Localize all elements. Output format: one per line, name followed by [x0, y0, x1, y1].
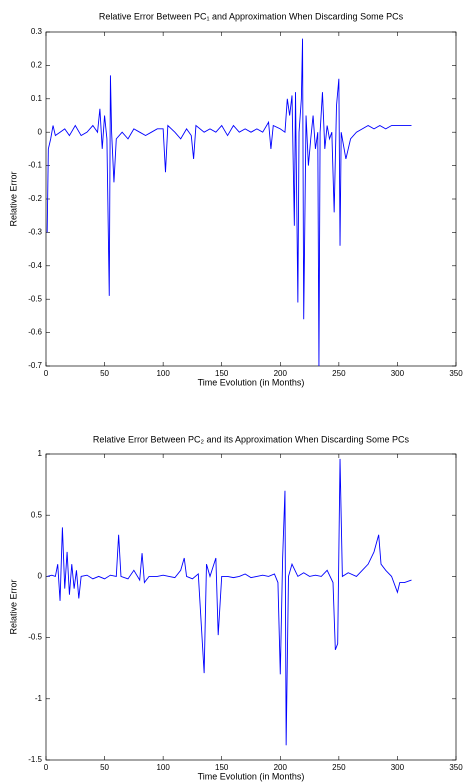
x-tick-label: 100	[156, 763, 170, 772]
y-tick-label: -0.3	[28, 228, 42, 237]
y-tick-label: 0.5	[31, 510, 43, 519]
chart-title: Relative Error Between PC₁ and Approxima…	[99, 11, 404, 21]
y-tick-label: 0.3	[31, 27, 43, 36]
x-tick-label: 0	[44, 369, 49, 378]
chart-title: Relative Error Between PC₂ and its Appro…	[93, 434, 410, 444]
y-axis-label: Relative Error	[8, 579, 18, 634]
x-tick-label: 50	[100, 369, 109, 378]
y-tick-label: -0.2	[28, 194, 42, 203]
y-tick-label: -0.6	[28, 328, 42, 337]
y-tick-label: 0.1	[31, 94, 43, 103]
x-tick-label: 300	[391, 369, 405, 378]
x-axis-label: Time Evolution (in Months)	[198, 771, 305, 781]
x-tick-label: 200	[274, 763, 288, 772]
y-axis-label: Relative Error	[8, 171, 18, 226]
y-tick-label: -1	[35, 694, 43, 703]
x-tick-label: 250	[332, 763, 346, 772]
data-line	[47, 458, 412, 746]
y-tick-label: -1.5	[28, 755, 42, 764]
x-axis-label: Time Evolution (in Months)	[198, 377, 305, 387]
y-tick-label: -0.1	[28, 161, 42, 170]
plot-frame	[45, 453, 457, 761]
y-tick-label: -0.4	[28, 261, 42, 270]
plot-frame	[45, 31, 457, 367]
y-tick-label: -0.5	[28, 633, 42, 642]
x-tick-label: 50	[100, 763, 109, 772]
x-tick-label: 150	[215, 763, 229, 772]
x-tick-label: 200	[274, 369, 288, 378]
x-tick-label: 100	[156, 369, 170, 378]
y-tick-label: -0.7	[28, 361, 42, 370]
x-tick-label: 150	[215, 369, 229, 378]
y-tick-label: 1	[38, 449, 43, 458]
x-tick-label: 250	[332, 369, 346, 378]
x-tick-label: 0	[44, 763, 49, 772]
x-tick-label: 350	[449, 369, 463, 378]
x-tick-label: 350	[449, 763, 463, 772]
y-tick-label: 0	[38, 572, 43, 581]
data-line	[46, 38, 412, 367]
x-tick-label: 300	[391, 763, 405, 772]
y-tick-label: 0.2	[31, 61, 43, 70]
y-tick-label: -0.5	[28, 294, 42, 303]
y-tick-label: 0	[38, 127, 43, 136]
